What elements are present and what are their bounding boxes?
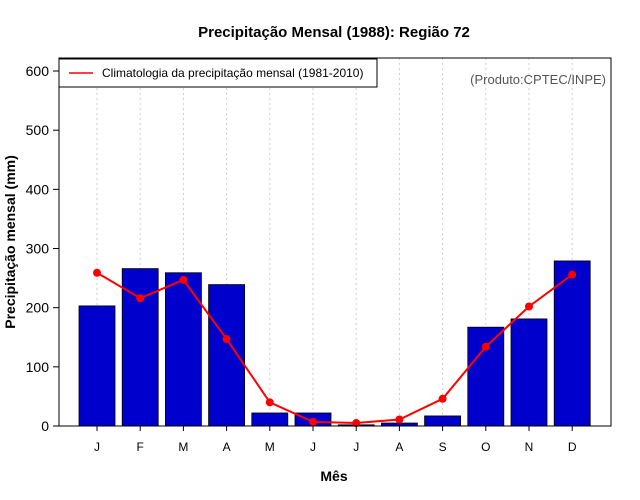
climatology-point-4 (222, 335, 231, 344)
y-tick-label: 600 (26, 63, 50, 79)
climatology-point-2 (136, 294, 145, 303)
climatology-point-6 (309, 417, 317, 426)
climatology-point-8 (395, 415, 404, 424)
legend-entry-climatology: Climatologia da precipitação mensal (198… (102, 66, 363, 80)
y-tick-label: 100 (26, 359, 50, 375)
climatology-point-10 (481, 342, 490, 351)
x-tick-label: J (310, 440, 316, 454)
bar-4 (208, 284, 246, 427)
x-tick-label: M (265, 440, 275, 454)
y-tick-label: 400 (26, 181, 50, 197)
y-axis-label: Precipitação mensal (mm) (2, 155, 18, 329)
legend-box (58, 58, 378, 88)
bar-series (78, 260, 591, 427)
y-tick-label: 300 (26, 241, 50, 257)
bar-3 (164, 272, 202, 427)
x-tick-label: F (137, 440, 144, 454)
bar-12 (553, 260, 591, 427)
bar-10 (467, 326, 505, 427)
climatology-point-3 (179, 275, 188, 284)
climatology-point-9 (438, 394, 447, 403)
x-tick-label: J (353, 440, 359, 454)
climatology-point-1 (93, 268, 101, 277)
credit-text: (Produto:CPTEC/INPE) (470, 72, 606, 87)
climatology-point-5 (265, 398, 274, 407)
bar-5 (251, 412, 289, 427)
x-axis-label: Mês (320, 468, 347, 484)
y-tick-label: 0 (41, 418, 49, 434)
bar-9 (424, 415, 462, 427)
x-tick-label: D (568, 440, 577, 454)
climatology-point-7 (352, 419, 361, 428)
climatology-line (96, 271, 573, 425)
climatology-series (93, 268, 577, 428)
y-axis: 0 100 200 300 400 500 600 (26, 63, 59, 434)
x-tick-label: S (439, 440, 447, 454)
x-tick-label: A (223, 440, 231, 454)
bar-1 (78, 305, 116, 427)
x-tick-label: J (94, 440, 100, 454)
y-tick-label: 200 (26, 300, 50, 316)
plot-frame (58, 57, 612, 427)
climatology-point-12 (568, 270, 577, 279)
legend: Climatologia da precipitação mensal (198… (58, 58, 378, 88)
bar-11 (510, 318, 548, 427)
climatology-point-11 (525, 302, 533, 311)
x-tick-label: M (178, 440, 188, 454)
chart-title: Precipitação Mensal (1988): Região 72 (198, 24, 470, 41)
x-tick-label: N (525, 440, 534, 454)
x-tick-label: A (395, 440, 403, 454)
y-tick-label: 500 (26, 122, 50, 138)
x-tick-label: O (481, 440, 490, 454)
